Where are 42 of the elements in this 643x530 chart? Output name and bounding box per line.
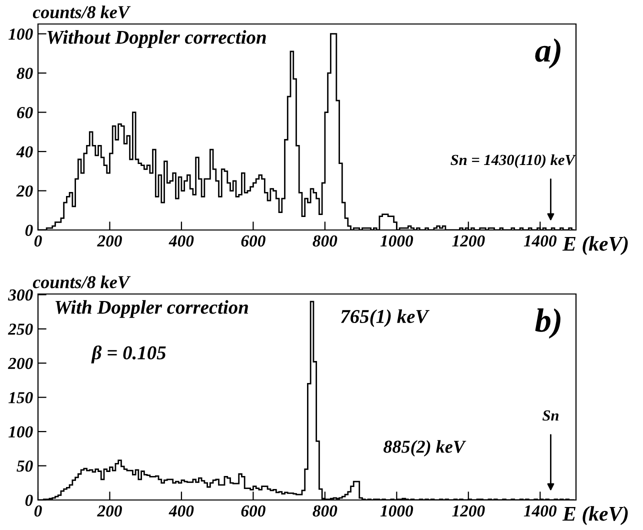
annotation: β = 0.105 xyxy=(91,346,166,364)
x-tick-label: 1200 xyxy=(452,505,485,517)
x-tick-label: 400 xyxy=(168,505,194,517)
annotation: Sn xyxy=(542,410,558,421)
annotation: Sn = 1430(110) keV xyxy=(450,154,576,168)
y-tick-label: 80 xyxy=(16,68,33,79)
x-tick-label: 1400 xyxy=(524,235,557,247)
y-tick-label: 100 xyxy=(8,28,33,40)
x-tick-label: 600 xyxy=(241,505,266,517)
y-tick-label: 60 xyxy=(17,106,33,118)
annotation: 885(2) keV xyxy=(384,440,466,457)
x-tick-label: 1000 xyxy=(380,235,414,247)
y-axis-title: counts/8 keV xyxy=(32,276,131,288)
y-tick-label: 200 xyxy=(8,358,33,370)
y-tick-label: 250 xyxy=(8,324,33,335)
annotation: Without Doppler correction xyxy=(47,30,266,48)
x-tick-label: 1400 xyxy=(524,505,557,517)
y-tick-label: 40 xyxy=(16,146,33,158)
y-axis-title: counts/8 keV xyxy=(32,6,131,18)
annotation: a) xyxy=(535,38,560,69)
x-axis-title: E (keV) xyxy=(562,506,628,526)
annotation: With Doppler correction xyxy=(55,300,248,318)
y-tick-label: 150 xyxy=(8,392,33,404)
y-tick-label: 0 xyxy=(25,224,33,236)
x-tick-label: 0 xyxy=(34,235,42,247)
y-tick-label: 300 xyxy=(8,289,33,301)
x-tick-label: 800 xyxy=(312,505,338,517)
x-tick-label: 200 xyxy=(97,505,122,517)
x-axis-title: E (keV) xyxy=(562,236,628,256)
annotation: 765(1) keV xyxy=(340,309,430,328)
x-tick-label: 600 xyxy=(241,235,266,247)
x-tick-label: 200 xyxy=(97,235,122,247)
x-tick-label: 1000 xyxy=(380,505,414,517)
annotation: b) xyxy=(535,308,560,339)
y-tick-label: 100 xyxy=(8,426,33,438)
y-tick-label: 50 xyxy=(16,460,33,472)
y-tick-label: 0 xyxy=(25,494,33,506)
y-tick-label: 20 xyxy=(16,185,33,197)
x-tick-label: 800 xyxy=(312,235,338,247)
x-tick-label: 1200 xyxy=(452,235,485,247)
x-tick-label: 400 xyxy=(168,235,194,247)
x-tick-label: 0 xyxy=(34,505,42,517)
